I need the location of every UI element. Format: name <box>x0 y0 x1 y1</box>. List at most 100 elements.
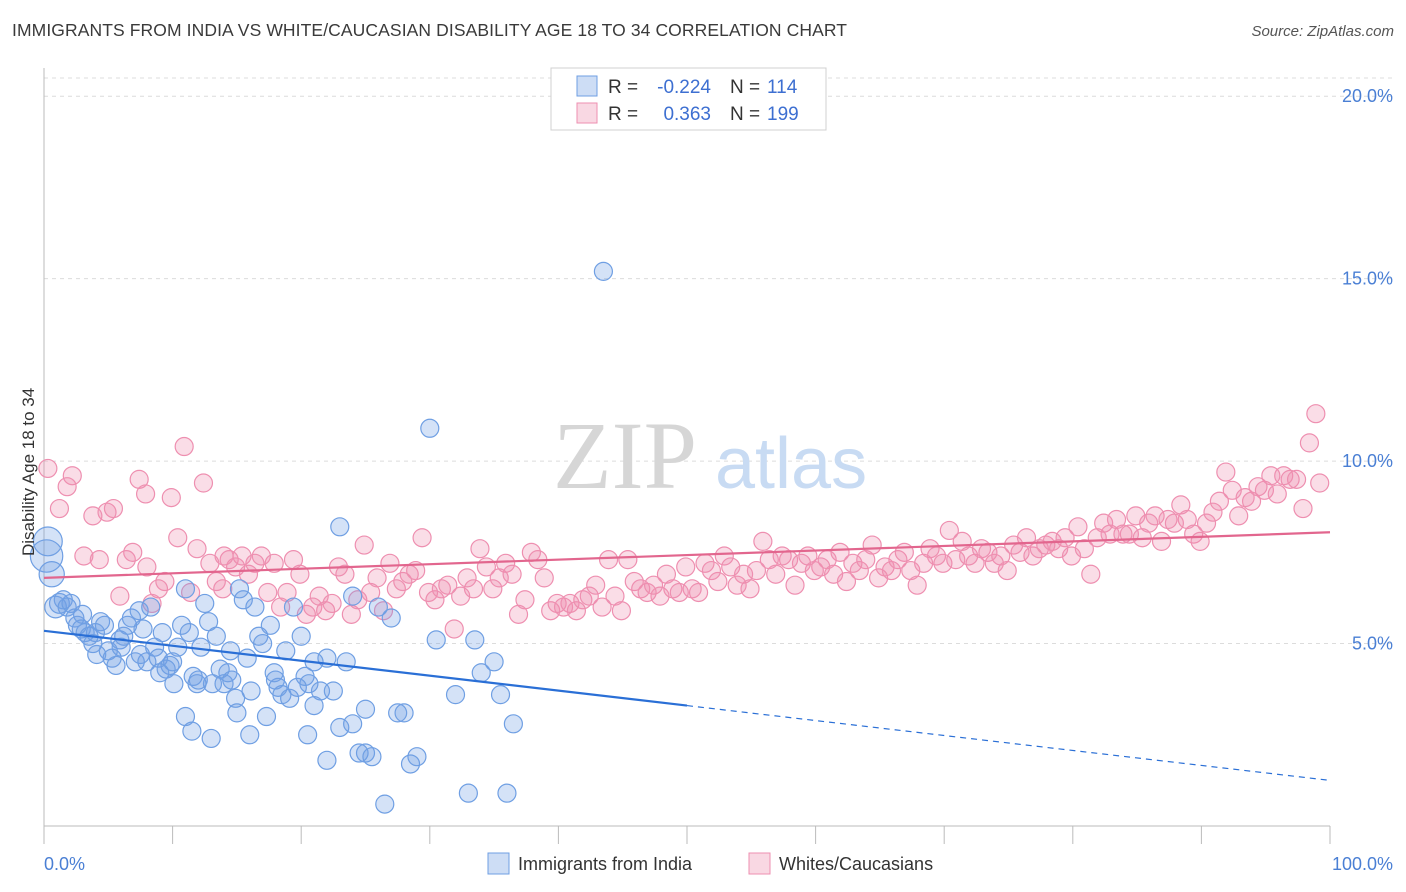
white-point <box>1023 546 1043 566</box>
white-point <box>137 557 157 577</box>
white-point <box>830 542 850 562</box>
white-point <box>1299 433 1320 453</box>
white-point <box>663 579 683 599</box>
india-point <box>490 685 511 705</box>
india-point <box>148 648 169 668</box>
x-tick-label-max: 100.0% <box>1332 854 1393 874</box>
india-point <box>87 644 107 665</box>
white-point <box>463 579 484 599</box>
white-point <box>894 542 914 562</box>
white-point <box>708 571 728 592</box>
white-point <box>1286 469 1307 489</box>
white-point <box>888 550 908 570</box>
india-point <box>362 747 382 767</box>
white-point <box>38 458 58 479</box>
white-point <box>586 575 606 595</box>
white-point <box>1081 564 1101 584</box>
white-point <box>1036 535 1056 555</box>
white-point <box>541 601 561 621</box>
white-point <box>483 579 503 599</box>
india-point <box>375 794 395 814</box>
white-point <box>1229 506 1249 526</box>
white-point <box>933 553 953 573</box>
white-point <box>187 539 207 559</box>
india-point <box>106 655 126 676</box>
india-point <box>182 721 202 741</box>
india-point <box>593 261 614 281</box>
white-point <box>598 550 619 570</box>
white-point <box>997 560 1017 581</box>
white-point <box>335 564 355 584</box>
white-point <box>89 550 109 570</box>
india-point <box>226 688 246 708</box>
white-point <box>804 560 824 581</box>
white-point <box>714 546 734 566</box>
white-point <box>579 586 599 606</box>
india-point <box>349 743 369 763</box>
white-point <box>753 531 773 551</box>
india-point <box>245 597 265 617</box>
white-point <box>83 506 103 526</box>
india-point <box>129 601 149 621</box>
india-point <box>253 633 273 654</box>
white-point <box>74 546 94 566</box>
white-point <box>502 564 522 584</box>
india-point <box>330 517 350 537</box>
white-point <box>849 560 869 581</box>
white-point <box>676 557 696 577</box>
white-point <box>1074 539 1094 559</box>
series-legend: Immigrants from India Whites/Caucasians <box>487 852 933 875</box>
india-point <box>407 747 427 767</box>
white-point <box>1280 469 1300 489</box>
india-point <box>280 688 300 708</box>
white-point <box>688 582 709 603</box>
india-point <box>111 637 131 657</box>
india-point <box>400 754 421 774</box>
white-point <box>701 560 722 581</box>
india-point <box>388 703 408 723</box>
axes <box>43 68 1331 844</box>
white-point <box>386 579 406 599</box>
white-point <box>496 553 516 573</box>
india-series-points <box>29 261 614 814</box>
white-point <box>303 597 323 617</box>
india-point <box>291 626 311 646</box>
bottom-legend-swatch-white <box>748 852 771 875</box>
white-point <box>219 550 239 570</box>
y-tick-label: 5.0% <box>1352 634 1393 654</box>
correlation-legend: R = -0.224 N = 114 R = 0.363 N = 199 <box>550 67 827 131</box>
white-point <box>618 550 638 570</box>
legend-n-value-india: 114 <box>767 77 798 98</box>
india-point <box>38 561 65 588</box>
india-point <box>287 677 307 697</box>
india-point <box>394 703 414 723</box>
india-point <box>71 619 91 639</box>
white-point <box>367 568 387 588</box>
india-point <box>445 685 466 705</box>
india-point <box>497 783 517 803</box>
bottom-legend-label-white: Whites/Caucasians <box>779 854 933 874</box>
white-point <box>1139 513 1159 533</box>
white-point <box>103 498 124 519</box>
chart-title: IMMIGRANTS FROM INDIA VS WHITE/CAUCASIAN… <box>12 20 848 40</box>
legend-r-label-white: R = <box>608 104 638 125</box>
india-point <box>465 630 485 650</box>
white-point <box>1274 466 1294 486</box>
white-point <box>534 568 554 588</box>
legend-n-label-white: N = <box>730 104 760 125</box>
white-point <box>515 590 535 610</box>
white-point <box>457 568 477 588</box>
india-point <box>179 623 199 643</box>
white-point <box>155 571 175 592</box>
white-point <box>1267 484 1287 504</box>
watermark: ZIP atlas <box>553 402 867 509</box>
white-point <box>1164 513 1184 533</box>
india-point <box>317 750 337 770</box>
india-point <box>264 663 284 683</box>
white-point <box>1306 404 1326 424</box>
y-tick-label: 10.0% <box>1342 451 1393 471</box>
india-point <box>343 714 363 734</box>
white-point <box>881 560 902 581</box>
white-point <box>62 466 82 486</box>
white-point <box>406 560 426 581</box>
